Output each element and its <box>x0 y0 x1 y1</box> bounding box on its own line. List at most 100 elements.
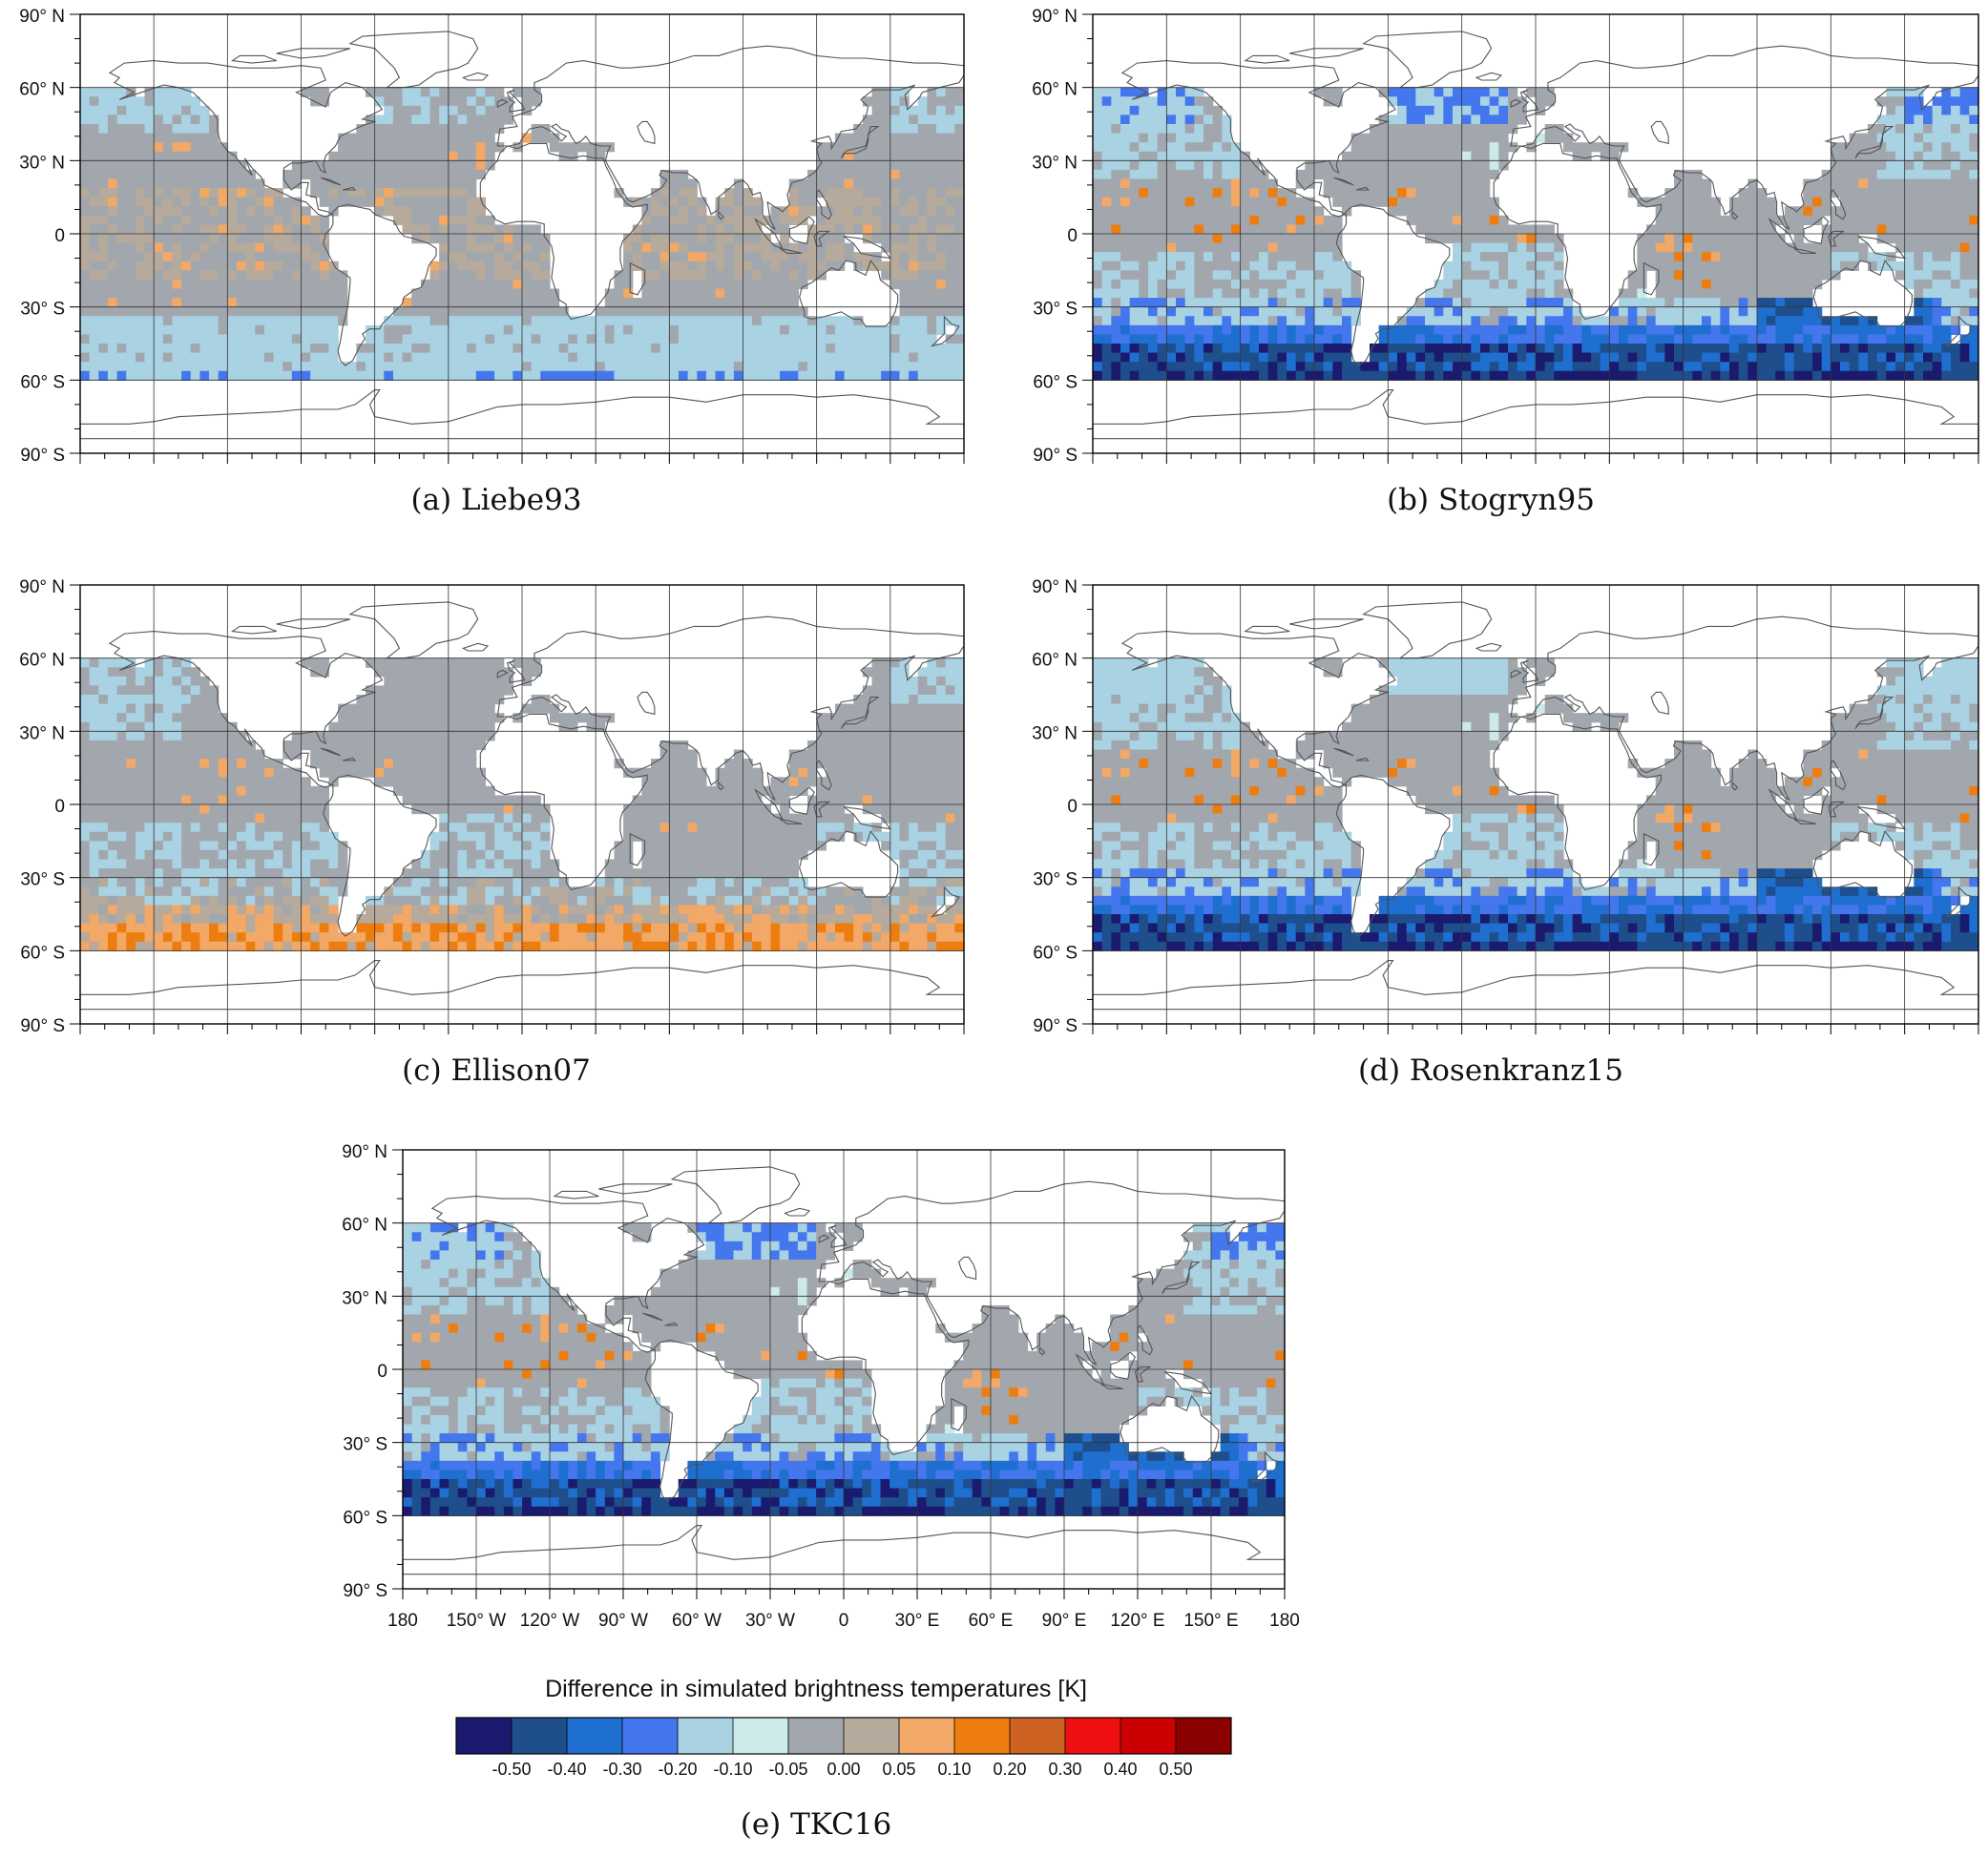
data-cell <box>1738 334 1748 344</box>
data-cell <box>1129 96 1140 107</box>
data-cell <box>1904 252 1915 262</box>
data-cell <box>1563 362 1574 372</box>
data-cell <box>1793 288 1804 299</box>
data-cell <box>1222 288 1232 299</box>
data-cell <box>116 124 127 135</box>
data-cell <box>1332 215 1343 226</box>
data-cell <box>439 713 450 723</box>
data-cell <box>1637 306 1647 317</box>
data-cell <box>623 234 634 244</box>
data-cell <box>936 695 947 705</box>
data-cell <box>641 270 652 281</box>
data-cell <box>291 298 303 308</box>
data-cell <box>1591 324 1601 336</box>
data-cell <box>816 252 827 262</box>
data-cell <box>1101 124 1112 135</box>
data-cell <box>485 115 495 125</box>
data-cell <box>485 703 495 714</box>
data-cell <box>1222 160 1232 171</box>
data-cell <box>899 160 910 171</box>
data-cell <box>1951 306 1961 317</box>
data-cell <box>126 324 136 336</box>
data-cell <box>1406 334 1416 344</box>
data-cell <box>475 279 487 290</box>
data-cell <box>844 316 854 326</box>
data-cell <box>1240 234 1250 244</box>
data-cell <box>1425 215 1435 226</box>
data-cell <box>1480 151 1491 161</box>
data-cell <box>1314 206 1325 217</box>
data-cell <box>1710 334 1721 344</box>
data-cell <box>1176 169 1186 180</box>
data-cell <box>513 242 523 253</box>
data-cell <box>871 215 882 226</box>
data-cell <box>1111 270 1121 281</box>
data-cell <box>162 370 174 381</box>
data-cell <box>98 261 109 271</box>
data-cell <box>834 234 846 244</box>
data-cell <box>1581 370 1592 381</box>
data-cell <box>678 169 689 180</box>
data-cell <box>1332 178 1343 189</box>
data-cell <box>678 316 689 326</box>
data-cell <box>596 352 606 363</box>
data-cell <box>1554 362 1564 372</box>
data-cell <box>889 197 901 207</box>
data-cell <box>494 224 505 235</box>
data-cell <box>1184 324 1195 336</box>
data-cell <box>126 178 136 189</box>
data-cell <box>697 316 707 326</box>
data-cell <box>1914 215 1924 226</box>
data-cell <box>384 178 394 189</box>
data-cell <box>1544 96 1555 107</box>
data-cell <box>1526 87 1537 97</box>
data-cell <box>420 352 431 363</box>
data-cell <box>1323 234 1333 244</box>
data-cell <box>1655 252 1665 262</box>
data-cell <box>1895 362 1906 372</box>
data-cell <box>1093 151 1103 161</box>
data-cell <box>1295 324 1306 336</box>
data-cell <box>392 215 404 226</box>
data-cell <box>1443 206 1454 217</box>
data-cell <box>1415 324 1426 336</box>
data-cell <box>107 96 118 107</box>
data-cell <box>1609 306 1620 317</box>
data-cell <box>780 242 790 253</box>
data-cell <box>420 160 431 171</box>
data-cell <box>1932 252 1942 262</box>
data-cell <box>1858 197 1869 207</box>
data-cell <box>1249 242 1260 253</box>
data-cell <box>853 224 864 235</box>
data-cell <box>1757 261 1768 271</box>
data-cell <box>1969 298 1979 308</box>
coastline <box>788 216 815 244</box>
data-cell <box>319 324 330 336</box>
data-cell <box>199 234 210 244</box>
data-cell <box>1157 142 1167 153</box>
data-cell <box>743 261 753 271</box>
data-cell <box>98 344 109 354</box>
data-cell <box>181 334 192 344</box>
data-cell <box>384 713 394 723</box>
coastline <box>320 177 341 186</box>
data-cell <box>743 288 753 299</box>
data-cell <box>218 316 228 326</box>
data-cell <box>209 279 220 290</box>
data-cell <box>1305 197 1315 207</box>
data-cell <box>494 142 505 153</box>
data-cell <box>1295 206 1306 217</box>
data-cell <box>1378 344 1389 354</box>
data-cell <box>1388 115 1398 125</box>
data-cell <box>1517 279 1527 290</box>
data-cell <box>1498 261 1509 271</box>
latitude-label: 60° N <box>1032 80 1078 100</box>
data-cell <box>1212 252 1223 262</box>
data-cell <box>1360 142 1371 153</box>
data-cell <box>780 270 790 281</box>
data-cell <box>475 197 487 207</box>
data-cell <box>1388 142 1398 153</box>
data-cell <box>936 685 947 696</box>
data-cell <box>392 206 404 217</box>
data-cell <box>346 197 357 207</box>
